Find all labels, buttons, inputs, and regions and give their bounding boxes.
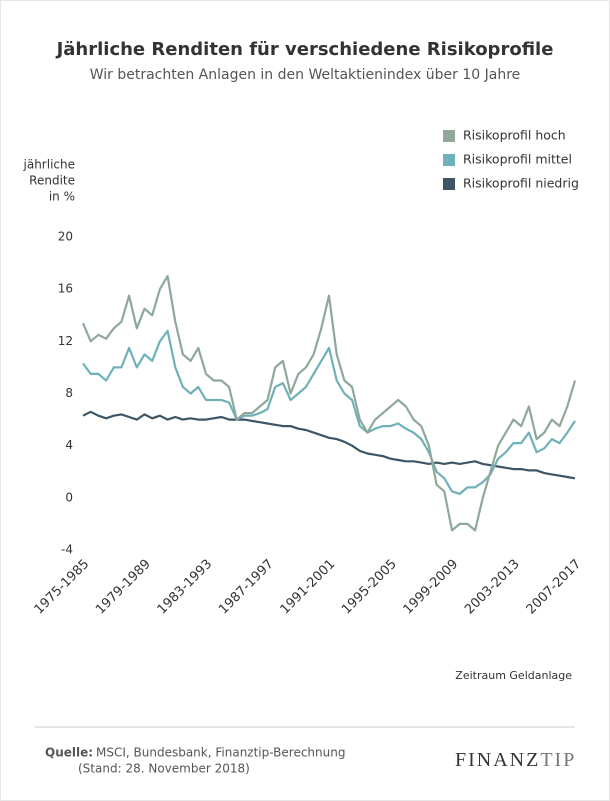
logo-part: FINANZ — [455, 749, 540, 771]
legend-label: Risikoprofil mittel — [463, 152, 572, 167]
y-tick-label: -4 — [61, 543, 73, 557]
legend-swatch — [443, 130, 455, 142]
legend-swatch — [443, 178, 455, 190]
y-tick-label: 20 — [58, 230, 73, 244]
y-axis-label: jährliche — [23, 158, 75, 172]
legend-label: Risikoprofil niedrig — [463, 176, 579, 191]
y-tick-label: 12 — [58, 334, 73, 348]
y-axis-label: Rendite — [29, 174, 75, 188]
legend-label: Risikoprofil hoch — [463, 128, 566, 143]
source: MSCI, Bundesbank, Finanztip-Berechnung — [96, 746, 345, 760]
chart-subtitle: Wir betrachten Anlagen in den Weltaktien… — [90, 67, 521, 83]
series-line — [82, 329, 576, 495]
source-label: Quelle: — [45, 746, 93, 760]
series-line — [81, 275, 577, 532]
source-date: (Stand: 28. November 2018) — [78, 762, 250, 776]
y-tick-label: 16 — [58, 282, 73, 296]
logo-part: TIP — [540, 749, 576, 771]
y-tick-label: 4 — [65, 438, 73, 452]
y-tick-label: 8 — [65, 386, 73, 400]
y-axis-label: in % — [49, 190, 75, 204]
legend-swatch — [443, 154, 455, 166]
chart-title: Jährliche Renditen für verschiedene Risi… — [55, 39, 554, 60]
y-tick-label: 0 — [65, 490, 73, 504]
x-axis-label: Zeitraum Geldanlage — [455, 669, 572, 682]
logo: FINANZTIP — [455, 749, 576, 771]
